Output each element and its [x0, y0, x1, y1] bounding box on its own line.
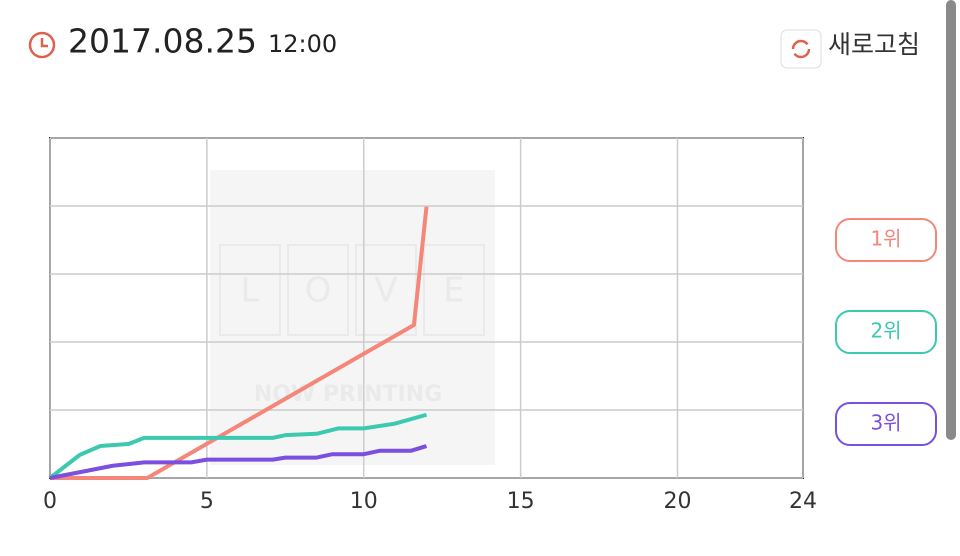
watermark-tile [423, 244, 485, 336]
x-tick-label: 5 [200, 489, 214, 514]
clock-hands [40, 38, 48, 48]
refresh-icon [791, 39, 811, 59]
legend-button[interactable]: 3위 [835, 402, 937, 446]
refresh-icon-box [780, 29, 822, 69]
watermark-letter: E [443, 271, 464, 311]
series-line [50, 206, 429, 480]
watermark-letter: V [374, 271, 397, 311]
x-tick-label: 24 [789, 489, 817, 514]
watermark-tile [219, 244, 281, 336]
legend-box [835, 310, 937, 354]
legend-box [835, 402, 937, 446]
x-tick-label: 20 [664, 489, 692, 514]
legend-label: 2위 [870, 319, 901, 343]
refresh-button[interactable]: 새로고침 [780, 29, 920, 69]
series-line [48, 412, 428, 480]
legend-label: 1위 [870, 227, 901, 251]
watermark-caption: NOW PRINTING [254, 382, 442, 407]
x-tick-label: 0 [43, 489, 57, 514]
refresh-label: 새로고침 [828, 30, 920, 59]
watermark: L O V E NOW PRINTING [210, 170, 495, 465]
x-tick-label: 10 [350, 489, 378, 514]
legend-button[interactable]: 2위 [835, 310, 937, 354]
x-tick-label: 15 [507, 489, 535, 514]
legend-label: 3위 [870, 411, 901, 435]
watermark-tile [287, 244, 349, 336]
series-line [49, 444, 428, 480]
date: 2017.08.25 [68, 22, 257, 61]
legend-box [835, 218, 937, 262]
legend-button[interactable]: 1위 [835, 218, 937, 262]
scrollbar[interactable] [946, 0, 956, 440]
watermark-letter: O [305, 271, 332, 311]
time: 12:00 [268, 30, 337, 58]
watermark-bg [210, 170, 495, 465]
watermark-letter: L [241, 271, 260, 311]
clock-icon [28, 31, 56, 59]
